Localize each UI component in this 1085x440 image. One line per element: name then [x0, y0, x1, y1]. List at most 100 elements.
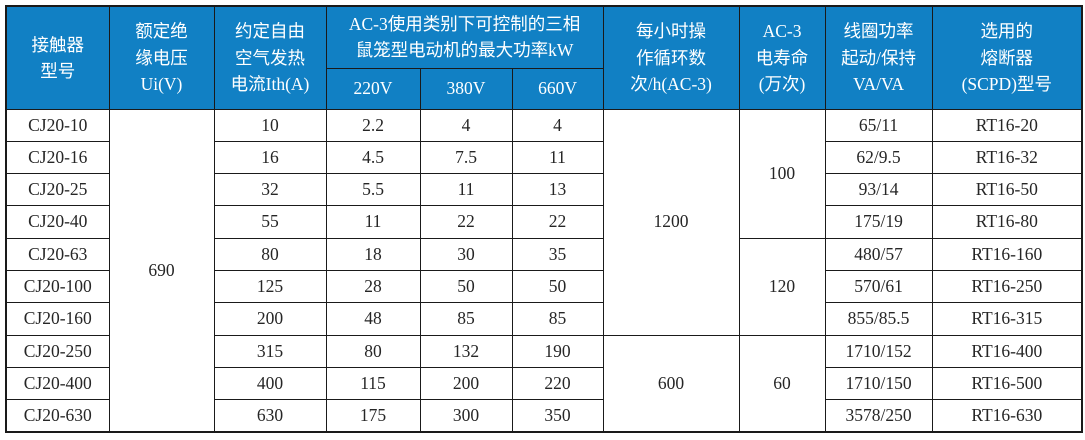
header-row-group: 接触器 型号 额定绝 缘电压 Ui(V) 约定自由 空气发热 电流Ith(A) … — [5, 5, 1083, 110]
header-insulation-voltage: 额定绝 缘电压 Ui(V) — [108, 5, 215, 110]
cell-coil: 65/11 — [824, 108, 933, 142]
cell-model: CJ20-16 — [5, 140, 110, 175]
cell-p660: 190 — [511, 334, 604, 368]
cell-p660: 85 — [511, 302, 604, 336]
cell-coil: 3578/250 — [824, 399, 933, 433]
cell-ith: 315 — [213, 334, 327, 368]
header-model: 接触器 型号 — [5, 5, 110, 110]
cell-cycles-merged: 1200 — [602, 108, 740, 336]
cell-fuse: RT16-400 — [931, 334, 1083, 368]
cell-p380: 4 — [419, 108, 513, 142]
cell-fuse: RT16-80 — [931, 205, 1083, 239]
cell-fuse: RT16-250 — [931, 269, 1083, 304]
cell-ith: 55 — [213, 205, 327, 239]
table-row: CJ20-16 16 4.5 7.5 11 62/9.5 RT16-32 — [5, 140, 1083, 175]
cell-life-merged: 120 — [738, 237, 826, 336]
cell-model: CJ20-160 — [5, 302, 110, 336]
cell-coil: 480/57 — [824, 237, 933, 271]
cell-model: CJ20-40 — [5, 205, 110, 239]
cell-p220: 11 — [325, 205, 421, 239]
cell-coil: 93/14 — [824, 173, 933, 207]
cell-p660: 220 — [511, 366, 604, 401]
cell-model: CJ20-10 — [5, 108, 110, 142]
cell-p660: 350 — [511, 399, 604, 433]
cell-model: CJ20-250 — [5, 334, 110, 368]
cell-life-merged: 60 — [738, 334, 826, 433]
cell-p380: 7.5 — [419, 140, 513, 175]
cell-p220: 48 — [325, 302, 421, 336]
header-row-sub: 220V 380V 660V — [6, 67, 1082, 110]
cell-fuse: RT16-32 — [931, 140, 1083, 175]
cell-p380: 85 — [419, 302, 513, 336]
cell-fuse: RT16-315 — [931, 302, 1083, 336]
cell-ith: 16 — [213, 140, 327, 175]
cell-ith: 10 — [213, 108, 327, 142]
cell-coil: 175/19 — [824, 205, 933, 239]
cell-ith: 400 — [213, 366, 327, 401]
cell-p380: 200 — [419, 366, 513, 401]
cell-life-merged: 100 — [738, 108, 826, 239]
cell-cycles-merged: 600 — [602, 334, 740, 433]
cell-model: CJ20-630 — [5, 399, 110, 433]
cell-p220: 2.2 — [325, 108, 421, 142]
contactor-spec-table: 接触器 型号 额定绝 缘电压 Ui(V) 约定自由 空气发热 电流Ith(A) … — [5, 5, 1084, 433]
cell-model: CJ20-63 — [5, 237, 110, 271]
header-cycles-per-hour: 每小时操 作循环数 次/h(AC-3) — [602, 5, 740, 110]
cell-p380: 11 — [419, 173, 513, 207]
cell-model: CJ20-400 — [5, 366, 110, 401]
cell-p220: 115 — [325, 366, 421, 401]
cell-p380: 22 — [419, 205, 513, 239]
cell-p220: 4.5 — [325, 140, 421, 175]
table-header: 接触器 型号 额定绝 缘电压 Ui(V) 约定自由 空气发热 电流Ith(A) … — [5, 5, 1083, 110]
cell-fuse: RT16-630 — [931, 399, 1083, 433]
cell-p660: 4 — [511, 108, 604, 142]
table-row: CJ20-100 125 28 50 50 570/61 RT16-250 — [5, 269, 1083, 304]
cell-p380: 132 — [419, 334, 513, 368]
cell-fuse: RT16-160 — [931, 237, 1083, 271]
table-row: CJ20-630 630 175 300 350 3578/250 RT16-6… — [5, 399, 1083, 433]
cell-p380: 50 — [419, 269, 513, 304]
table-row: CJ20-40 55 11 22 22 175/19 RT16-80 — [5, 205, 1083, 239]
header-220v: 220V — [325, 67, 421, 110]
cell-p220: 28 — [325, 269, 421, 304]
cell-coil: 62/9.5 — [824, 140, 933, 175]
table-row: CJ20-25 32 5.5 11 13 93/14 RT16-50 — [5, 173, 1083, 207]
cell-coil: 570/61 — [824, 269, 933, 304]
cell-fuse: RT16-500 — [931, 366, 1083, 401]
header-660v: 660V — [511, 67, 604, 110]
header-coil-power: 线圈功率 起动/保持 VA/VA — [824, 5, 933, 110]
cell-coil: 1710/152 — [824, 334, 933, 368]
cell-ith: 32 — [213, 173, 327, 207]
cell-ith: 200 — [213, 302, 327, 336]
cell-model: CJ20-100 — [5, 269, 110, 304]
header-380v: 380V — [419, 67, 513, 110]
cell-p220: 80 — [325, 334, 421, 368]
cell-insulation-voltage-merged: 690 — [108, 108, 215, 433]
cell-coil: 855/85.5 — [824, 302, 933, 336]
table-body: CJ20-10 690 10 2.2 4 4 1200 100 65/11 RT… — [5, 108, 1083, 433]
cell-fuse: RT16-50 — [931, 173, 1083, 207]
cell-ith: 125 — [213, 269, 327, 304]
cell-ith: 630 — [213, 399, 327, 433]
cell-p380: 300 — [419, 399, 513, 433]
header-electrical-life: AC-3 电寿命 (万次) — [738, 5, 826, 110]
cell-p220: 175 — [325, 399, 421, 433]
cell-model: CJ20-25 — [5, 173, 110, 207]
table-row: CJ20-400 400 115 200 220 1710/150 RT16-5… — [5, 366, 1083, 401]
cell-p660: 50 — [511, 269, 604, 304]
cell-p220: 18 — [325, 237, 421, 271]
cell-p660: 22 — [511, 205, 604, 239]
table-row: CJ20-10 690 10 2.2 4 4 1200 100 65/11 RT… — [5, 108, 1083, 433]
cell-p660: 11 — [511, 140, 604, 175]
cell-p220: 5.5 — [325, 173, 421, 207]
cell-fuse: RT16-20 — [931, 108, 1083, 142]
cell-ith: 80 — [213, 237, 327, 271]
cell-p660: 35 — [511, 237, 604, 271]
cell-p660: 13 — [511, 173, 604, 207]
header-thermal-current: 约定自由 空气发热 电流Ith(A) — [213, 5, 327, 110]
cell-p380: 30 — [419, 237, 513, 271]
table-row: CJ20-250 315 80 132 190 600 60 1710/152 … — [5, 334, 1083, 433]
header-ac3-power-group: AC-3使用类别下可控制的三相 鼠笼型电动机的最大功率kW — [325, 5, 604, 69]
header-fuse-type: 选用的 熔断器 (SCPD)型号 — [931, 5, 1083, 110]
